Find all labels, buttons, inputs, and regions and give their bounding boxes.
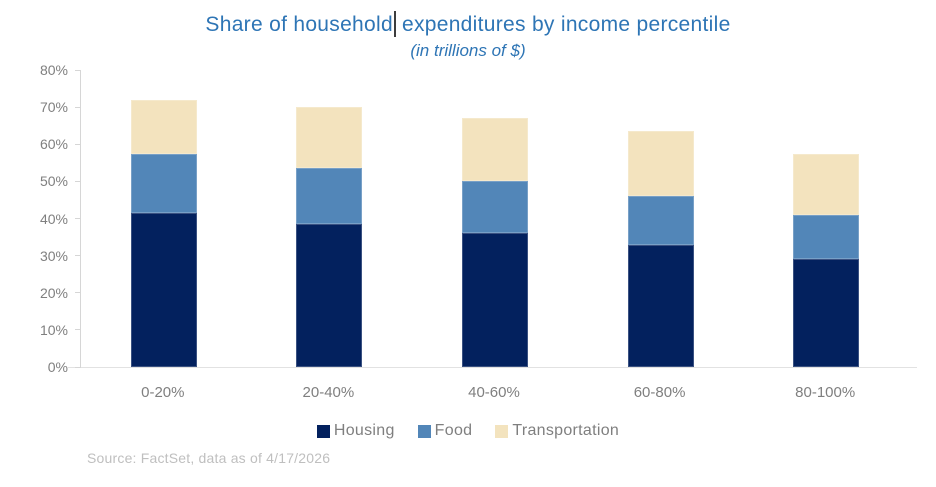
bars-container <box>81 70 909 367</box>
bar-slot-80-100% <box>743 70 909 367</box>
x-axis-label-0-20%: 0-20% <box>141 384 185 401</box>
bar-segment-food-40-60%[interactable] <box>461 181 528 234</box>
bar-slot-20-40% <box>247 70 413 367</box>
legend-item-food[interactable]: Food <box>417 422 473 440</box>
bar-segment-food-60-80%[interactable] <box>627 196 694 245</box>
chart-title[interactable]: Share of household expenditures by income… <box>0 11 936 39</box>
chart-title-block[interactable]: Share of household expenditures by income… <box>0 11 936 62</box>
text-cursor <box>393 11 396 37</box>
legend-label: Food <box>434 422 473 439</box>
x-axis-labels: 0-20% 20-40% 40-60% 60-80% 80-100% <box>80 384 908 401</box>
y-axis-tick <box>75 255 81 257</box>
source-note: Source: FactSet, data as of 4/17/2026 <box>87 450 331 466</box>
y-axis-tick-label: 40% <box>39 210 68 227</box>
bar-segment-housing-80-100%[interactable] <box>793 259 860 367</box>
y-axis-tick <box>75 329 81 331</box>
y-axis-tick-label: 80% <box>39 62 68 78</box>
y-axis-tick <box>75 180 81 182</box>
y-axis-tick <box>75 218 81 219</box>
bar-segment-housing-40-60%[interactable] <box>461 233 528 367</box>
y-axis-tick <box>75 143 81 145</box>
stacked-bar-20-40%[interactable] <box>296 107 363 367</box>
y-axis-tick-label: 60% <box>39 136 68 153</box>
bar-segment-food-80-100%[interactable] <box>793 214 860 260</box>
chart-title-text-before-caret: Share of household <box>205 13 393 36</box>
legend-label: Transportation <box>512 422 620 439</box>
legend-item-housing[interactable]: Housing <box>316 422 395 440</box>
bar-segment-food-20-40%[interactable] <box>296 168 363 225</box>
stacked-bar-80-100%[interactable] <box>793 153 860 367</box>
y-axis-labels: 0% 10% 20% 30% 40% 50% 60% 70% 80% <box>0 62 68 375</box>
bar-slot-0-20% <box>81 70 247 367</box>
y-axis-tick-label: 20% <box>39 284 68 301</box>
stacked-bar-60-80%[interactable] <box>627 131 694 367</box>
x-axis-label-80-100%: 80-100% <box>795 384 856 401</box>
y-axis-tick <box>75 292 81 294</box>
bar-segment-transportation-80-100%[interactable] <box>793 153 860 215</box>
stacked-bar-0-20%[interactable] <box>130 99 197 367</box>
bar-slot-40-60% <box>412 70 578 367</box>
legend-label: Housing <box>333 422 395 439</box>
y-axis-tick-label: 70% <box>39 99 68 116</box>
legend-swatch-transportation <box>495 424 509 438</box>
x-axis-label-20-40%: 20-40% <box>302 384 355 401</box>
y-axis-tick-label: 0% <box>47 359 68 375</box>
bar-segment-housing-60-80%[interactable] <box>627 244 694 367</box>
plot-area <box>67 69 917 368</box>
y-axis-tick-label: 10% <box>39 321 68 338</box>
legend-item-transportation[interactable]: Transportation <box>495 422 619 440</box>
y-axis-tick <box>75 69 81 71</box>
bar-slot-60-80% <box>578 70 744 367</box>
legend-swatch-food <box>417 424 431 438</box>
y-axis-tick <box>75 106 81 108</box>
bar-segment-transportation-60-80%[interactable] <box>627 131 694 197</box>
y-axis-tick-label: 30% <box>39 247 68 264</box>
chart-subtitle[interactable]: (in trillions of $) <box>410 41 526 60</box>
legend-swatch-housing <box>316 424 330 438</box>
bar-segment-food-0-20%[interactable] <box>130 153 197 213</box>
legend: Housing Food Transportation <box>0 422 936 440</box>
bar-segment-housing-20-40%[interactable] <box>296 224 363 367</box>
bar-segment-housing-0-20%[interactable] <box>130 212 197 367</box>
x-axis-label-40-60%: 40-60% <box>468 384 520 401</box>
bar-segment-transportation-20-40%[interactable] <box>296 107 363 169</box>
stacked-bar-40-60%[interactable] <box>461 118 528 367</box>
x-axis-line <box>67 367 917 368</box>
chart-title-text-after-caret: expenditures by income percentile <box>401 13 731 36</box>
y-axis-tick-label: 50% <box>39 173 68 190</box>
x-axis-label-60-80%: 60-80% <box>633 384 686 401</box>
bar-segment-transportation-40-60%[interactable] <box>461 118 528 182</box>
bar-segment-transportation-0-20%[interactable] <box>130 99 197 154</box>
y-axis-tick <box>75 366 81 368</box>
